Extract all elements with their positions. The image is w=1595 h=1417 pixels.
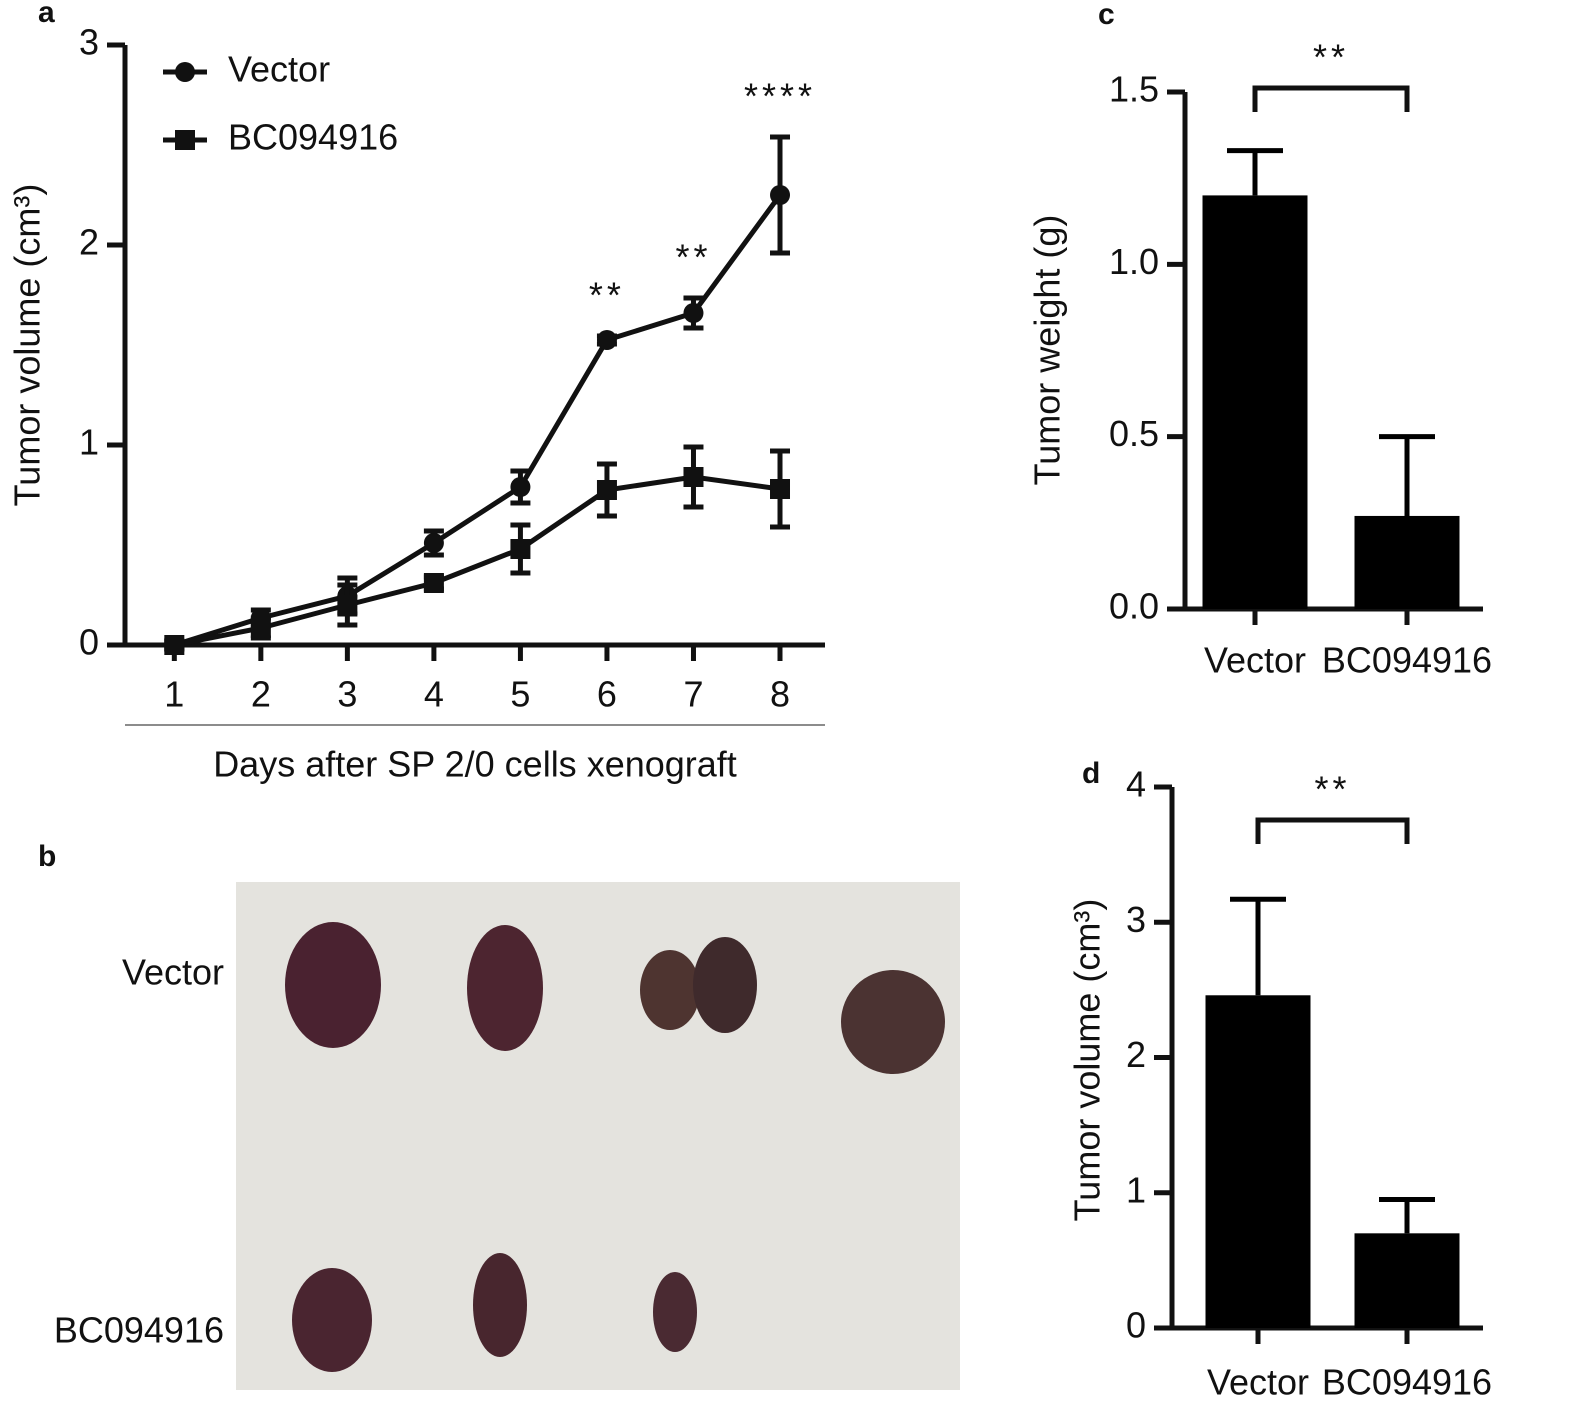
marker [596, 480, 617, 500]
y-tick-label: 0.0 [1109, 586, 1159, 627]
y-tick-label: 1 [79, 422, 99, 463]
significance-label: **** [744, 76, 816, 117]
significance-bracket [1255, 817, 1410, 844]
y-tick-label: 0 [79, 622, 99, 663]
x-tick-label: 7 [683, 674, 703, 715]
x-tick-label: 8 [770, 674, 790, 715]
x-tick-label: 2 [251, 674, 271, 715]
y-tick-label: 2 [1126, 1034, 1146, 1075]
marker [423, 533, 444, 553]
legend-label: Vector [228, 49, 330, 90]
marker [423, 573, 444, 593]
x-tick-label: Vector [1207, 1362, 1309, 1403]
bar [1205, 995, 1311, 1328]
y-tick-label: 2 [79, 222, 99, 263]
x-axis-label: Days after SP 2/0 cells xenograft [213, 744, 737, 785]
x-tick-label: 3 [337, 674, 357, 715]
x-tick-label: 5 [510, 674, 530, 715]
x-tick-label: Vector [1204, 640, 1306, 681]
significance-bracket [1252, 85, 1410, 112]
y-axis-label: Tumor volume (cm³) [1067, 899, 1108, 1222]
legend-marker [175, 62, 195, 82]
photo-row-label: Vector [122, 952, 224, 993]
y-tick-label: 1.0 [1109, 241, 1159, 282]
significance-label: ** [675, 237, 711, 278]
bar [1354, 515, 1460, 609]
photo-row-label: BC094916 [54, 1310, 224, 1351]
marker [164, 635, 185, 655]
marker [770, 479, 791, 499]
x-tick-label: 1 [164, 674, 184, 715]
marker [250, 618, 271, 638]
marker [510, 477, 531, 497]
panel-label: d [1082, 757, 1100, 790]
marker [510, 539, 531, 559]
x-tick-label: 6 [597, 674, 617, 715]
y-tick-label: 3 [1126, 899, 1146, 940]
significance-label: ** [589, 275, 625, 316]
marker [337, 595, 358, 615]
bar [1354, 1233, 1460, 1328]
x-tick-label: BC094916 [1322, 640, 1492, 681]
y-tick-label: 0 [1126, 1305, 1146, 1346]
legend-label: BC094916 [228, 117, 398, 158]
series-line [173, 474, 781, 648]
y-axis-label: Tumor weight (g) [1027, 215, 1068, 486]
y-tick-label: 1.5 [1109, 69, 1159, 110]
panel-label: c [1098, 0, 1115, 31]
legend-marker [175, 130, 195, 150]
series-line [173, 193, 783, 648]
y-tick-label: 0.5 [1109, 413, 1159, 454]
bar [1202, 195, 1308, 609]
panel-label: b [38, 840, 56, 873]
marker [770, 185, 791, 205]
panel-label: a [38, 0, 55, 29]
tumor-photo [236, 882, 960, 1390]
x-tick-label: BC094916 [1322, 1362, 1492, 1403]
y-tick-label: 4 [1126, 764, 1146, 805]
significance-label: ** [1314, 769, 1350, 810]
y-tick-label: 3 [79, 22, 99, 63]
marker [683, 303, 704, 323]
marker [683, 467, 704, 487]
y-tick-label: 1 [1126, 1169, 1146, 1210]
marker [596, 330, 617, 350]
x-tick-label: 4 [424, 674, 444, 715]
y-axis-label: Tumor volume (cm³) [7, 184, 48, 507]
significance-label: ** [1313, 37, 1349, 78]
